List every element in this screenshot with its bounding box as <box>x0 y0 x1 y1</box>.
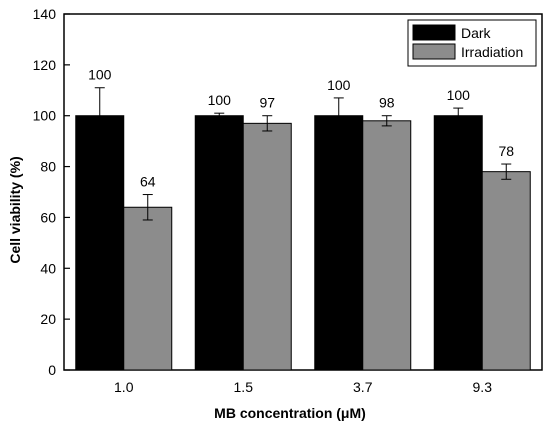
data-label: 97 <box>259 95 275 111</box>
y-tick-label: 0 <box>48 362 56 378</box>
bar-dark <box>314 115 364 371</box>
y-tick-label: 80 <box>40 159 56 175</box>
bar-irradiation <box>242 122 292 371</box>
data-label: 98 <box>379 95 395 111</box>
data-label: 78 <box>498 143 514 159</box>
bar-dark <box>75 115 125 371</box>
bar-dark <box>433 115 483 371</box>
y-tick-label: 140 <box>33 6 57 22</box>
data-label: 100 <box>327 77 351 93</box>
bar-irradiation <box>123 206 173 371</box>
bar-irradiation <box>481 171 531 371</box>
legend-label-irradiation: Irradiation <box>461 44 523 60</box>
legend-swatch-irradiation <box>412 43 456 60</box>
y-tick-label: 100 <box>33 108 57 124</box>
data-label: 100 <box>208 92 232 108</box>
x-axis-label: MB concentration (μM) <box>214 405 366 421</box>
data-label: 100 <box>447 87 471 103</box>
data-label: 64 <box>140 174 156 190</box>
plot-frame <box>63 13 543 371</box>
data-label: 100 <box>88 67 112 83</box>
legend-swatch-dark <box>412 24 456 41</box>
y-tick-label: 60 <box>40 209 56 225</box>
bar-irradiation <box>362 120 412 371</box>
legend-label-dark: Dark <box>461 25 492 41</box>
y-tick-label: 40 <box>40 260 56 276</box>
x-tick-label: 1.0 <box>114 379 134 395</box>
x-tick-label: 3.7 <box>353 379 373 395</box>
plot-area: 0 20 40 60 80 100 120 140 1.0 100 64 1.5 100 97 3.7 100… <box>33 6 543 395</box>
x-tick-label: 1.5 <box>234 379 254 395</box>
y-tick-label: 20 <box>40 311 56 327</box>
y-axis-label: Cell viability (%) <box>7 156 23 263</box>
bar-dark <box>194 115 244 371</box>
y-tick-label: 120 <box>33 57 57 73</box>
x-tick-label: 9.3 <box>473 379 493 395</box>
